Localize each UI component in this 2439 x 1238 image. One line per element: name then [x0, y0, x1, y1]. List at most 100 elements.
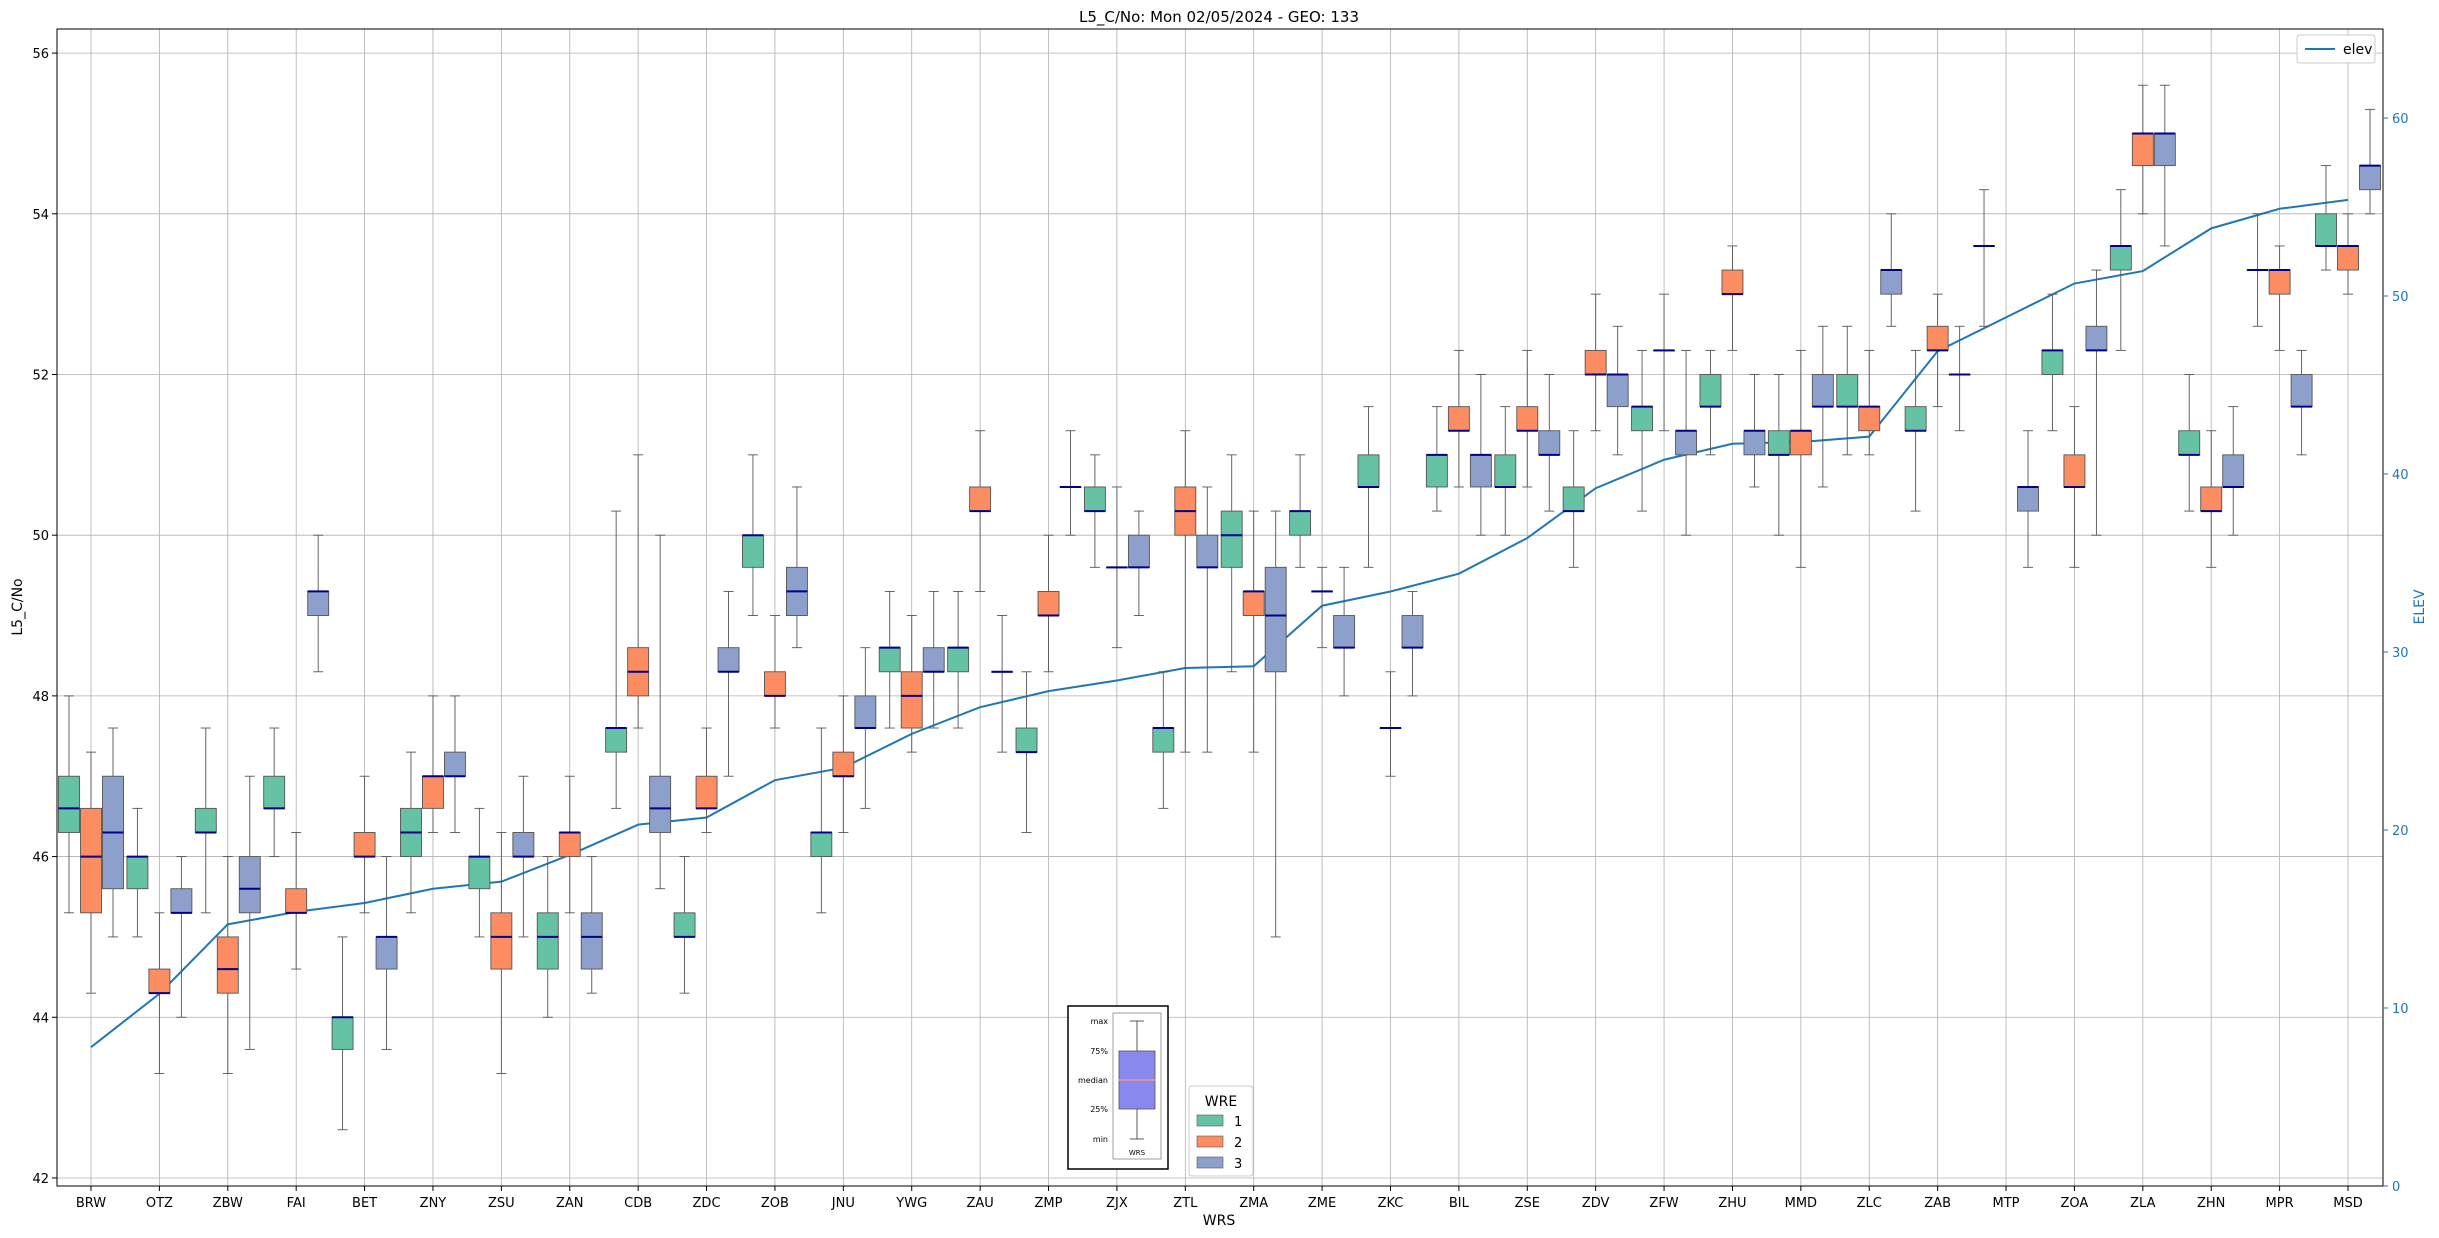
box-body [2359, 165, 2381, 191]
x-tick-label: ZSU [488, 1196, 515, 1211]
box-body [1904, 406, 1927, 432]
box-ZSE-3 [1538, 374, 1561, 512]
box-body [649, 775, 672, 833]
box-ZSU-3 [512, 775, 535, 938]
box-MSD-2 [2337, 213, 2359, 295]
box-ZDV-1 [1562, 430, 1585, 568]
box-body [468, 856, 491, 890]
box-BET-2 [353, 775, 376, 914]
y-tick-label: 48 [32, 690, 49, 705]
box-body [2222, 454, 2245, 488]
x-tick-label: ZME [1308, 1196, 1336, 1211]
box-body [375, 936, 398, 970]
box-body [2200, 486, 2223, 512]
box-ZME-2 [1311, 566, 1334, 649]
box-ZHU-3 [1743, 374, 1766, 488]
box-ZNY-3 [444, 695, 466, 833]
elev-legend: elev [2296, 34, 2376, 64]
wre-legend-swatch-3 [1196, 1156, 1224, 1169]
box-body [1858, 406, 1881, 432]
box-MPR-3 [2290, 349, 2313, 456]
box-body [238, 856, 261, 914]
y-tick-label: 56 [32, 47, 49, 62]
box-body [1675, 430, 1698, 456]
x-tick-label: ZJX [1106, 1196, 1128, 1211]
box-FAI-2 [285, 832, 308, 970]
plot-frame [56, 28, 2384, 1187]
box-BIL-1 [1425, 406, 1448, 512]
box-body [263, 775, 286, 809]
box-JNU-1 [810, 727, 833, 914]
box-JNU-3 [854, 647, 877, 809]
key-label-median: median [1078, 1076, 1108, 1085]
wre-legend-label-3: 3 [1234, 1157, 1242, 1172]
box-body [1699, 374, 1722, 408]
wre-legend-swatch-1 [1196, 1114, 1224, 1127]
box-ZLC-2 [1858, 349, 1881, 456]
box-body [170, 888, 193, 914]
box-body [1425, 454, 1448, 488]
box-BET-1 [331, 936, 354, 1131]
box-MMD-2 [1789, 349, 1812, 568]
x-tick-label: ZLC [1857, 1196, 1882, 1211]
box-body [1289, 510, 1312, 536]
box-BRW-2 [80, 751, 102, 994]
box-body [1015, 727, 1038, 753]
box-ZDC-1 [673, 856, 696, 994]
box-body [922, 647, 945, 673]
box-ZDV-2 [1584, 293, 1607, 432]
box-body [512, 832, 535, 858]
box-ZDC-2 [695, 727, 718, 833]
box-body [810, 832, 833, 858]
box-MPR-1 [2246, 213, 2269, 327]
box-MMD-1 [1767, 374, 1790, 536]
y2-tick-label: 0 [2392, 1180, 2400, 1195]
box-MMD-3 [1811, 325, 1834, 488]
box-body [126, 856, 149, 890]
box-body [1152, 727, 1175, 753]
box-body [1880, 269, 1903, 295]
box-body [536, 912, 559, 970]
y2-tick-label: 20 [2392, 824, 2409, 839]
box-ZSE-1 [1494, 406, 1517, 536]
y-tick-label: 46 [32, 851, 49, 866]
y2-tick-label: 60 [2392, 112, 2409, 127]
box-ZKC-2 [1379, 671, 1402, 777]
box-YWG-3 [922, 590, 945, 729]
box-body [307, 590, 330, 616]
y2-tick-label: 50 [2392, 290, 2409, 305]
box-ZMA-2 [1242, 510, 1265, 753]
x-tick-label: ZMA [1239, 1196, 1268, 1211]
box-ZAU-2 [969, 430, 992, 592]
box-layer [58, 84, 2381, 1131]
box-body [1357, 454, 1380, 488]
box-ZNY-1 [400, 751, 422, 914]
box-ZTL-1 [1152, 671, 1175, 809]
box-body [878, 647, 901, 673]
x-axis-label: WRS [1203, 1213, 1236, 1229]
box-body [353, 832, 376, 858]
box-OTZ-3 [170, 856, 193, 1018]
box-ZJX-3 [1127, 510, 1150, 616]
box-ZHN-3 [2222, 406, 2245, 536]
box-ZHN-2 [2200, 430, 2223, 568]
box-body [1811, 374, 1834, 408]
box-YWG-1 [878, 590, 901, 729]
box-ZME-3 [1333, 566, 1356, 697]
x-tick-label: ZAU [966, 1196, 993, 1211]
x-tick-label: ZAN [556, 1196, 584, 1211]
box-ZLA-1 [2109, 189, 2132, 351]
box-ZBW-2 [216, 856, 239, 1074]
elevation-layer [90, 198, 2349, 1048]
box-body [1538, 430, 1561, 456]
box-body [2131, 133, 2154, 167]
key-label-min: min [1093, 1135, 1108, 1144]
box-ZHU-1 [1699, 349, 1722, 456]
box-body [1789, 430, 1812, 456]
box-body [2268, 269, 2291, 295]
box-ZMP-2 [1037, 534, 1060, 673]
axis-layer: 42 44 46 48 50 52 54 56 0 10 20 30 40 50 60 BRW OTZ ZBW FA… [32, 47, 2408, 1211]
box-JNU-2 [832, 695, 855, 833]
box-CDB-2 [627, 454, 650, 729]
x-tick-label: ZHN [2197, 1196, 2225, 1211]
